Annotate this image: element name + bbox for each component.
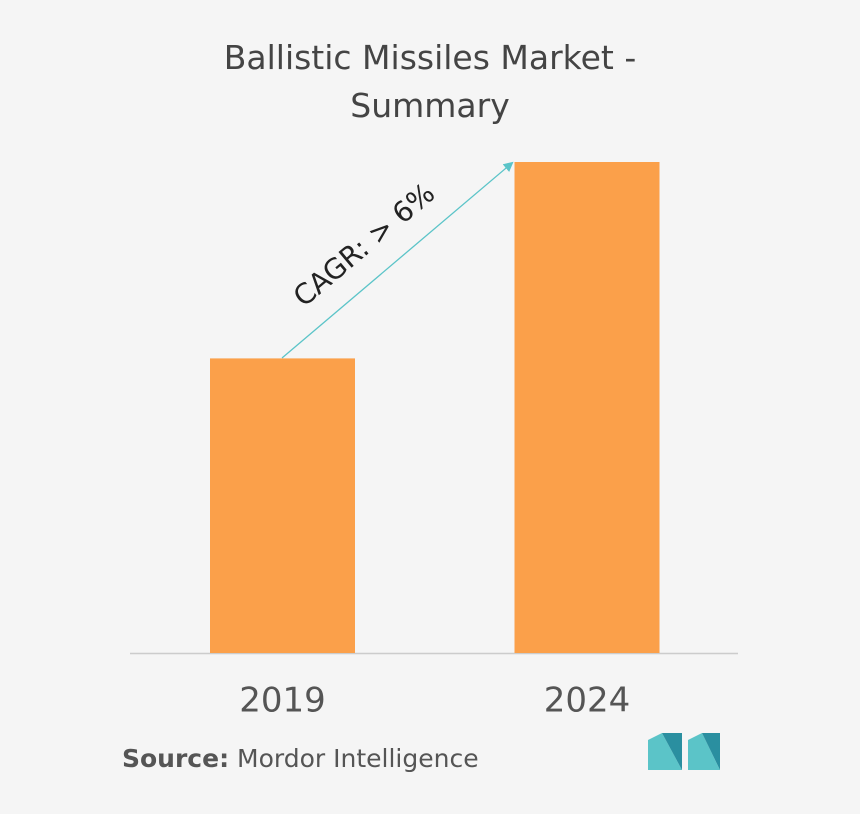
annotation: CAGR: > 6% [287, 176, 441, 313]
logo [648, 733, 720, 770]
source-label: Source: [122, 744, 229, 773]
x-tick-label: 2024 [544, 681, 631, 721]
x-tick-label: 2019 [239, 681, 326, 721]
source-text: Mordor Intelligence [237, 744, 479, 773]
cagr-arrow [281, 161, 514, 359]
bar [514, 162, 660, 653]
chart-title: Ballistic Missiles Market - Summary [223, 38, 637, 125]
bar [210, 358, 355, 653]
source: Source: Mordor Intelligence [122, 744, 479, 773]
